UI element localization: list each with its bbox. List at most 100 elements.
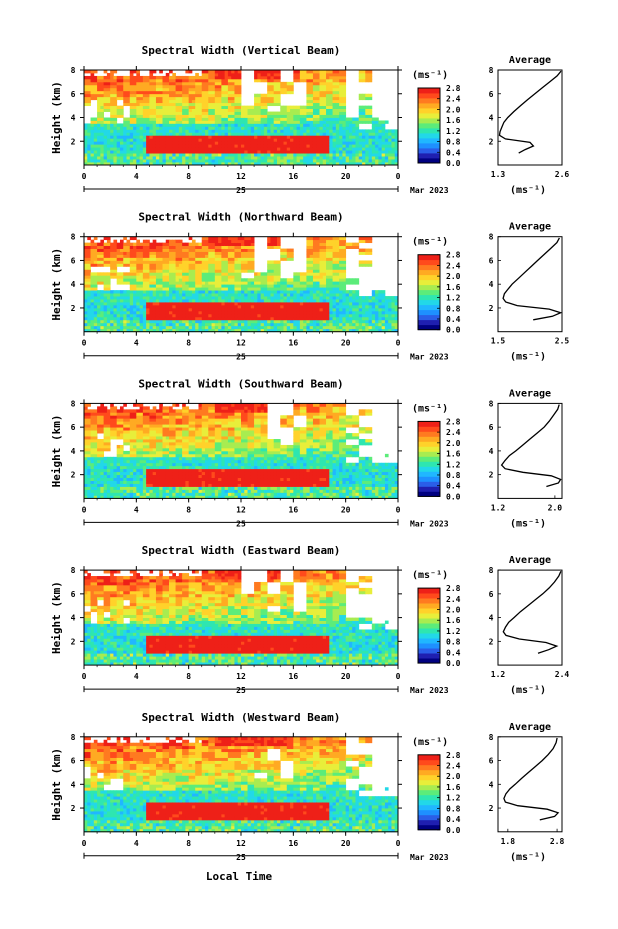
heatmap-cell [306, 251, 311, 255]
heatmap-cell [322, 84, 327, 89]
heatmap-cell [133, 275, 137, 279]
heatmap-cell [319, 275, 324, 279]
heatmap-cell [119, 126, 124, 130]
heatmap-cell [306, 236, 311, 241]
heatmap-cell [123, 278, 127, 282]
profile-unit: (ms⁻¹) [510, 185, 546, 196]
heatmap-cell [178, 260, 183, 264]
heatmap-cell [244, 159, 248, 163]
heatmap-cell [93, 96, 98, 101]
heatmap-cell [106, 296, 111, 300]
colorbar-swatch [418, 143, 440, 149]
heatmap-cell [185, 245, 190, 249]
heatmap-cell [133, 123, 137, 127]
heatmap-cell [113, 296, 118, 300]
heatmap-cell [113, 260, 118, 264]
heatmap-cell [100, 304, 105, 309]
heatmap-cell [90, 120, 95, 124]
x-tick-label: 16 [289, 172, 299, 181]
heatmap-cell [119, 272, 124, 276]
heatmap-cell [227, 257, 232, 261]
heatmap-cell [100, 299, 105, 303]
heatmap-cell [283, 322, 288, 327]
heatmap-cell [133, 260, 137, 264]
heatmap-cell [224, 245, 229, 249]
heatmap-cell [267, 84, 271, 89]
heatmap-cell [129, 328, 134, 333]
heatmap-cell [201, 328, 206, 333]
heatmap-cell [129, 153, 134, 157]
heatmap-cell [136, 242, 140, 247]
heatmap-cell [211, 322, 216, 327]
heatmap-cell [335, 93, 340, 98]
heatmap-cell [329, 150, 333, 154]
heatmap-cell [208, 135, 212, 139]
heatmap-cell [169, 156, 173, 160]
heatmap-cell [224, 123, 229, 127]
heatmap-cell [270, 296, 275, 300]
heatmap-cell [218, 296, 222, 300]
heatmap-cell [211, 102, 216, 107]
heatmap-cell [316, 236, 320, 241]
heatmap-cell [332, 260, 337, 264]
heatmap-cell [237, 70, 242, 74]
heatmap-cell [263, 99, 268, 104]
heatmap-cell [227, 272, 232, 276]
heatmap-cell [260, 141, 265, 145]
heatmap-cell [214, 144, 219, 148]
heatmap-cell [250, 239, 255, 244]
heatmap-cell [113, 105, 118, 109]
heatmap-cell [306, 162, 311, 166]
heatmap-cell [214, 284, 219, 288]
heatmap-cell [276, 126, 281, 130]
heatmap-cell [332, 120, 337, 124]
heatmap-cell [205, 150, 209, 154]
heatmap-cell [126, 132, 131, 136]
heatmap-cell [290, 284, 294, 288]
heatmap-cell [208, 162, 212, 166]
heatmap-cell [188, 78, 193, 83]
heatmap-cell [126, 129, 131, 133]
heatmap-cell [339, 290, 343, 294]
heatmap-cell [165, 287, 170, 291]
heatmap-cell [175, 307, 180, 312]
heatmap-cell [152, 266, 157, 270]
heatmap-cell [162, 87, 167, 92]
heatmap-cell [218, 93, 222, 98]
heatmap-cell [182, 251, 186, 255]
heatmap-cell [241, 132, 245, 136]
heatmap-cell [103, 102, 108, 107]
heatmap-cell [260, 78, 265, 83]
heatmap-cell [198, 75, 203, 80]
heatmap-cell [309, 96, 314, 101]
heatmap-cell [227, 322, 232, 327]
heatmap-cell [322, 266, 327, 270]
heatmap-cell [87, 299, 91, 303]
heatmap-cell [100, 81, 105, 86]
heatmap-cell [244, 307, 248, 312]
heatmap-cell [97, 254, 101, 258]
heatmap-cell [257, 302, 262, 306]
heatmap-cell [244, 120, 248, 124]
heatmap-cell [169, 304, 173, 309]
heatmap-cell [90, 132, 95, 136]
heatmap-cell [113, 245, 118, 249]
heatmap-cell [159, 293, 163, 297]
heatmap-cell [126, 254, 131, 258]
heatmap-cell [182, 141, 186, 145]
heatmap-cell [110, 260, 114, 264]
heatmap-cell [241, 263, 245, 267]
heatmap-cell [146, 150, 150, 154]
heatmap-cell [316, 129, 320, 133]
heatmap-cell [100, 313, 105, 318]
heatmap-cell [162, 328, 167, 333]
heatmap-cell [146, 242, 150, 247]
heatmap-cell [270, 120, 275, 124]
heatmap-cell [234, 299, 239, 303]
heatmap-cell [106, 304, 111, 309]
heatmap-cell [339, 132, 343, 136]
heatmap-cell [384, 144, 389, 148]
heatmap-cell [113, 242, 118, 247]
heatmap-cell [110, 144, 114, 148]
heatmap-cell [345, 117, 350, 121]
